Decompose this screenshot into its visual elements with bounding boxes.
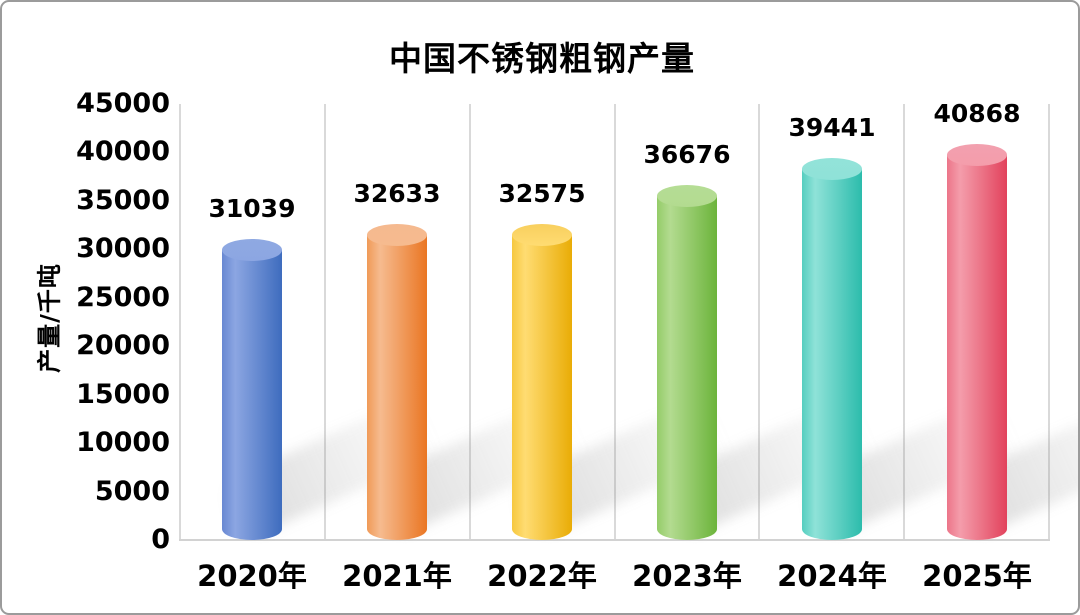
y-tick-label: 15000 (76, 379, 170, 410)
x-tick-label: 2025年 (922, 559, 1032, 593)
x-tick-label: 2022年 (487, 559, 597, 593)
bar-value-label: 40868 (933, 99, 1021, 128)
x-tick-label: 2024年 (777, 559, 887, 593)
chart-title: 中国不锈钢粗钢产量 (389, 39, 695, 78)
category-separator-line (758, 104, 760, 540)
x-axis-line (179, 539, 1050, 541)
y-tick-label: 20000 (76, 330, 170, 361)
bar-top-ellipse (367, 224, 427, 246)
bar-2022年 (512, 224, 572, 540)
y-tick-label: 35000 (76, 185, 170, 216)
bar-body (802, 169, 862, 540)
y-tick-label: 10000 (76, 427, 170, 458)
bar-value-label: 36676 (643, 140, 731, 169)
bar-top-ellipse (657, 185, 717, 207)
category-separator-line (469, 104, 471, 540)
bar-2023年 (657, 185, 717, 540)
category-separator-line (1048, 104, 1050, 540)
bar-2021年 (367, 224, 427, 540)
bar-top-ellipse (947, 144, 1007, 166)
bar-2025年 (947, 144, 1007, 540)
bar-top-ellipse (512, 224, 572, 246)
y-tick-label: 40000 (76, 136, 170, 167)
bar-2020年 (222, 239, 282, 540)
bar-value-label: 32633 (353, 179, 441, 208)
bar-body (512, 235, 572, 540)
category-separator-line (324, 104, 326, 540)
x-tick-label: 2020年 (197, 559, 307, 593)
bar-2024年 (802, 158, 862, 540)
bar-top-ellipse (222, 239, 282, 261)
y-tick-label: 30000 (76, 233, 170, 264)
bar-body (222, 250, 282, 540)
bar-body (947, 155, 1007, 540)
bar-body (657, 196, 717, 540)
category-separator-line (614, 104, 616, 540)
bar-body (367, 235, 427, 540)
category-separator-line (903, 104, 905, 540)
x-tick-label: 2021年 (342, 559, 452, 593)
bar-top-ellipse (802, 158, 862, 180)
y-tick-label: 5000 (94, 476, 170, 507)
y-tick-label: 25000 (76, 282, 170, 313)
bar-value-label: 32575 (498, 179, 586, 208)
bar-value-label: 39441 (788, 113, 876, 142)
y-tick-label: 0 (151, 524, 170, 555)
y-axis-line (179, 104, 181, 540)
y-tick-label: 45000 (76, 88, 170, 119)
x-tick-label: 2023年 (632, 559, 742, 593)
bar-value-label: 31039 (208, 194, 296, 223)
